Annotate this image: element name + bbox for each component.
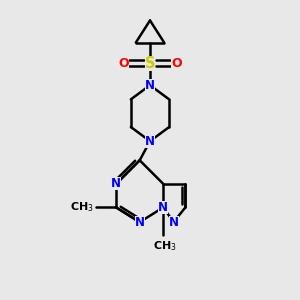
Text: O: O [118,57,129,70]
Text: S: S [145,56,155,70]
Text: N: N [145,135,155,148]
Text: N: N [111,177,121,190]
Text: N: N [135,216,145,229]
Text: CH$_3$: CH$_3$ [153,239,177,253]
Text: N: N [169,216,178,229]
Text: N: N [145,79,155,92]
Text: CH$_3$: CH$_3$ [70,200,94,214]
Text: O: O [171,57,182,70]
Text: N: N [158,201,168,214]
